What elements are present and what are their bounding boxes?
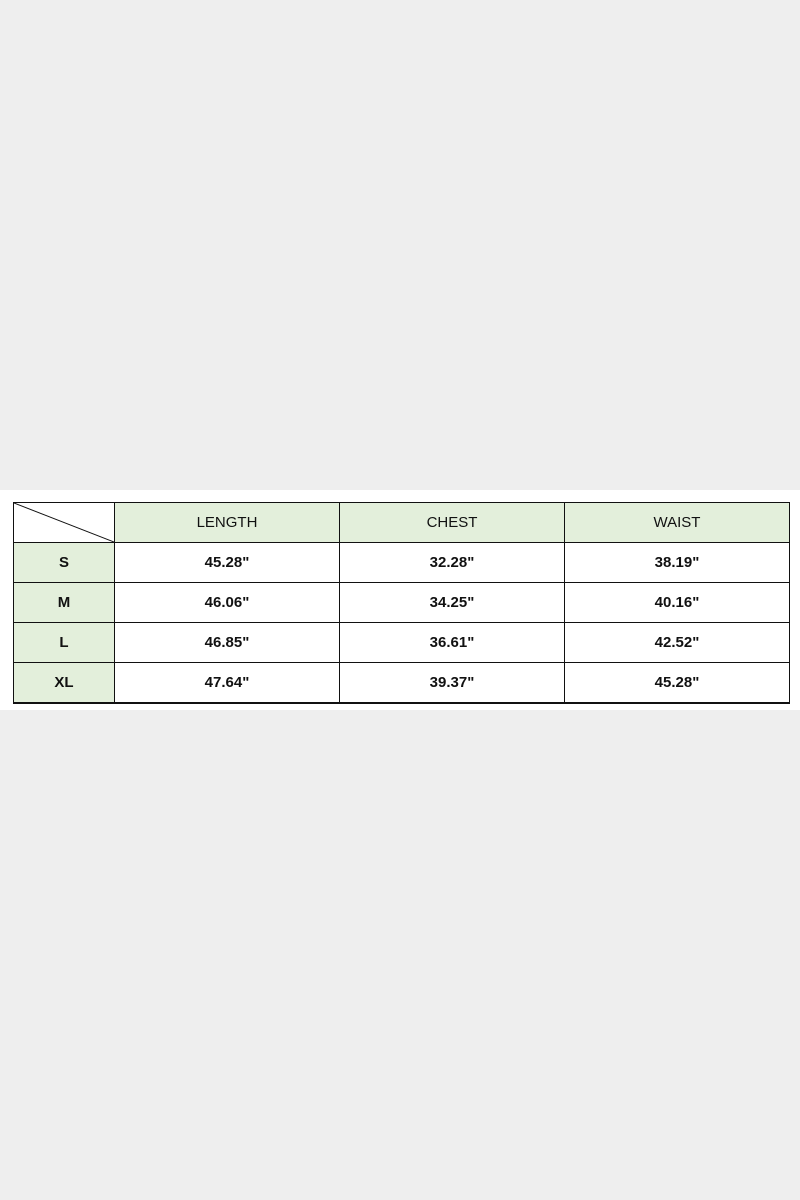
size-label: L xyxy=(13,622,115,663)
chest-value: 34.25" xyxy=(339,582,565,623)
chest-value: 36.61" xyxy=(339,622,565,663)
waist-value: 40.16" xyxy=(564,582,790,623)
header-row: LENGTH CHEST WAIST xyxy=(13,502,790,543)
length-value: 46.06" xyxy=(114,582,340,623)
table-row: M 46.06" 34.25" 40.16" xyxy=(13,582,790,623)
chest-value: 39.37" xyxy=(339,662,565,704)
table-row: L 46.85" 36.61" 42.52" xyxy=(13,622,790,663)
chest-value: 32.28" xyxy=(339,542,565,583)
size-label: M xyxy=(13,582,115,623)
waist-value: 45.28" xyxy=(564,662,790,704)
header-length: LENGTH xyxy=(114,502,340,543)
corner-cell-diagonal xyxy=(13,502,115,543)
table-row: S 45.28" 32.28" 38.19" xyxy=(13,542,790,583)
size-chart-table: LENGTH CHEST WAIST S 45.28" 32.28" 38.19… xyxy=(13,502,790,704)
table-row: XL 47.64" 39.37" 45.28" xyxy=(13,662,790,704)
size-label: XL xyxy=(13,662,115,704)
size-label: S xyxy=(13,542,115,583)
length-value: 45.28" xyxy=(114,542,340,583)
waist-value: 38.19" xyxy=(564,542,790,583)
waist-value: 42.52" xyxy=(564,622,790,663)
length-value: 46.85" xyxy=(114,622,340,663)
header-waist: WAIST xyxy=(564,502,790,543)
header-chest: CHEST xyxy=(339,502,565,543)
length-value: 47.64" xyxy=(114,662,340,704)
